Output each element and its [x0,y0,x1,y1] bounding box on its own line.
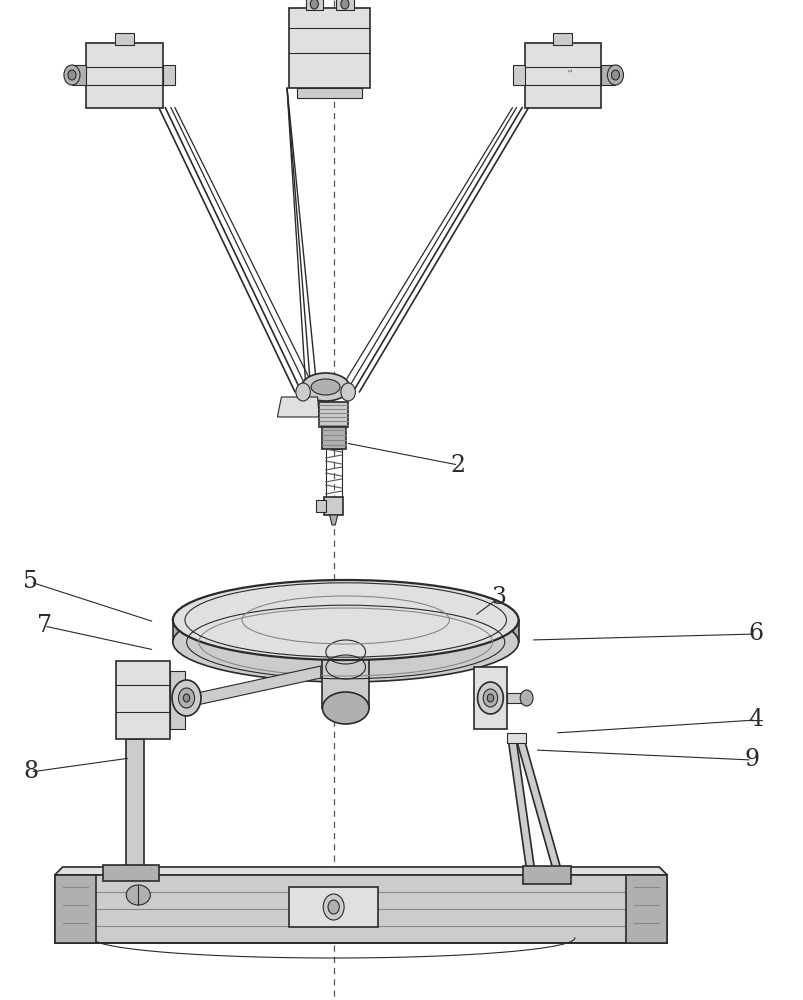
Text: 5: 5 [23,570,38,593]
Bar [297,88,361,98]
Bar [522,866,570,884]
Polygon shape [183,666,320,708]
Bar [103,865,159,881]
Ellipse shape [487,694,493,702]
Bar [87,42,163,107]
Ellipse shape [328,900,339,914]
Text: 9: 9 [744,748,758,772]
Bar [325,449,341,497]
Bar [116,661,170,739]
Bar [324,497,343,515]
Ellipse shape [173,580,518,660]
Ellipse shape [310,0,318,9]
Bar [322,642,369,708]
Bar [162,65,175,85]
Bar [115,32,134,44]
Polygon shape [173,620,518,642]
Ellipse shape [340,383,355,401]
Bar [289,8,369,88]
Bar [552,32,572,44]
Bar [506,693,526,703]
Bar [512,65,524,85]
Bar [305,0,323,10]
Bar [170,671,185,729]
Polygon shape [55,867,666,875]
Bar [55,875,666,943]
Bar [600,65,615,85]
Bar [506,733,525,743]
Polygon shape [277,397,319,417]
Ellipse shape [323,894,344,920]
Text: 6: 6 [748,622,762,646]
Ellipse shape [183,694,190,702]
Ellipse shape [173,602,518,682]
Bar [524,42,600,107]
Ellipse shape [178,688,194,708]
Ellipse shape [477,682,503,714]
Polygon shape [507,739,534,870]
Bar [336,0,353,10]
Ellipse shape [63,65,80,85]
Polygon shape [516,739,560,870]
Ellipse shape [483,689,497,707]
Bar [289,887,377,927]
Bar [316,500,325,512]
Bar [72,65,86,85]
Bar [474,667,506,729]
Bar [126,739,144,870]
Text: 1: 1 [568,68,573,72]
Ellipse shape [610,70,618,80]
Bar [319,402,348,427]
Ellipse shape [520,690,532,706]
Text: 2: 2 [450,454,465,477]
Text: 3: 3 [491,586,505,609]
Text: 4: 4 [748,708,762,732]
Ellipse shape [126,885,150,905]
Ellipse shape [607,65,623,85]
Bar [625,875,666,943]
Ellipse shape [322,692,369,724]
Text: 8: 8 [23,760,38,784]
Ellipse shape [172,680,201,716]
Ellipse shape [340,0,349,9]
Ellipse shape [67,70,75,80]
Ellipse shape [301,373,349,401]
Bar [321,427,345,449]
Ellipse shape [296,383,310,401]
Bar [55,875,96,943]
Text: 7: 7 [37,614,51,638]
Polygon shape [329,515,337,525]
Ellipse shape [311,379,340,395]
